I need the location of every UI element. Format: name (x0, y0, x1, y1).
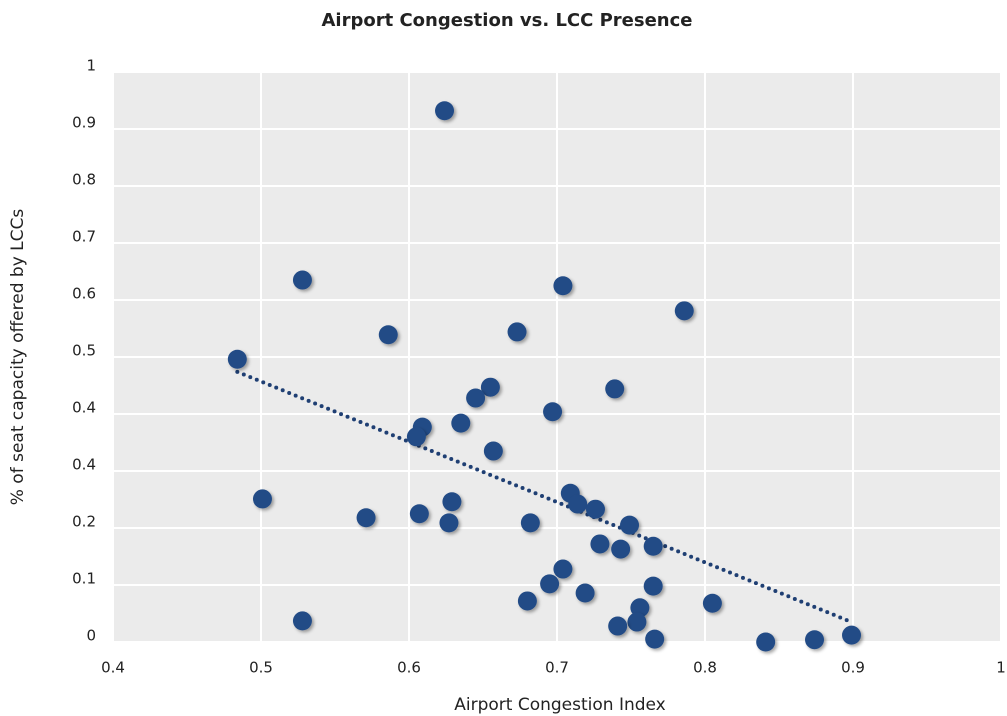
point (585, 499, 605, 519)
x-tick-label: 0.7 (545, 659, 569, 677)
point (605, 379, 625, 399)
point (507, 322, 527, 342)
point (630, 598, 650, 618)
x-tick-label: 0.8 (693, 659, 717, 677)
y-tick-label: 0.8 (72, 171, 96, 189)
point (842, 625, 862, 645)
point (627, 612, 647, 632)
chart-title: Airport Congestion vs. LCC Presence (322, 10, 693, 31)
point (356, 508, 376, 528)
point (575, 583, 595, 603)
point (439, 513, 459, 533)
point (442, 492, 462, 512)
x-tick-label: 0.6 (397, 659, 421, 677)
point (520, 513, 540, 533)
y-tick-label: 0.5 (72, 342, 96, 360)
y-tick-label: 0.6 (72, 285, 96, 303)
point (643, 576, 663, 596)
point (292, 270, 312, 290)
y-tick-label: 0.4 (72, 456, 96, 474)
point (645, 629, 665, 649)
point (620, 515, 640, 535)
y-tick-label: 0.2 (72, 513, 96, 531)
x-tick-label: 0.9 (841, 659, 865, 677)
point (466, 388, 486, 408)
x-tick-label: 0.4 (101, 659, 125, 677)
point (553, 276, 573, 296)
y-tick-label: 0.9 (72, 114, 96, 132)
trendline (235, 369, 854, 625)
point (252, 489, 272, 509)
point (517, 591, 537, 611)
point (540, 574, 560, 594)
point (378, 325, 398, 345)
x-tick-label: 1 (996, 659, 1006, 677)
y-tick-label: 0 (86, 627, 96, 645)
point (702, 593, 722, 613)
y-tick-label: 1 (86, 57, 96, 75)
x-axis-label: Airport Congestion Index (454, 695, 666, 715)
y-tick-label: 0.4 (72, 399, 96, 417)
point (227, 349, 247, 369)
y-tick-label: 0.1 (72, 570, 96, 588)
point (608, 616, 628, 636)
point (435, 101, 455, 121)
point (292, 611, 312, 631)
point (451, 413, 471, 433)
point (553, 559, 573, 579)
point (409, 504, 429, 524)
point (483, 441, 503, 461)
point (543, 402, 563, 422)
point (805, 630, 825, 650)
point (590, 534, 610, 554)
point (568, 494, 588, 514)
y-axis-label: % of seat capacity offered by LCCs (8, 209, 28, 506)
point (643, 536, 663, 556)
point (756, 632, 776, 652)
point (406, 427, 426, 447)
point (611, 539, 631, 559)
point (674, 301, 694, 321)
x-tick-label: 0.5 (249, 659, 273, 677)
point (480, 377, 500, 397)
y-tick-label: 0.7 (72, 228, 96, 246)
